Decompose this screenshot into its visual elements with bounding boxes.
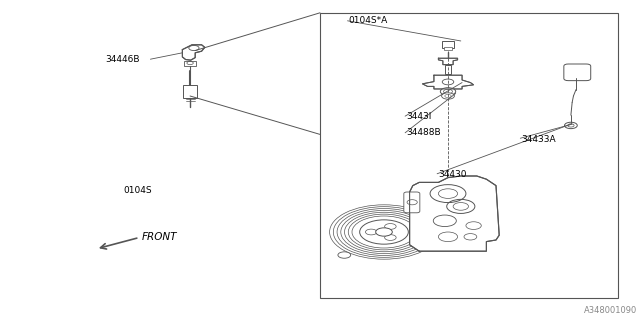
Circle shape — [445, 94, 451, 98]
Text: 34430: 34430 — [438, 170, 467, 179]
FancyBboxPatch shape — [183, 85, 197, 98]
Circle shape — [385, 235, 396, 240]
FancyBboxPatch shape — [564, 64, 591, 81]
Circle shape — [360, 220, 408, 244]
FancyBboxPatch shape — [184, 61, 196, 66]
Circle shape — [444, 89, 452, 94]
Bar — [320, 13, 618, 298]
Text: FRONT: FRONT — [142, 232, 177, 242]
Circle shape — [338, 252, 351, 258]
Text: A348001090: A348001090 — [584, 306, 637, 315]
Circle shape — [376, 228, 392, 236]
Circle shape — [564, 122, 577, 129]
Circle shape — [365, 229, 377, 235]
Text: 0104S*A: 0104S*A — [349, 16, 388, 25]
Circle shape — [568, 124, 574, 127]
Polygon shape — [438, 58, 458, 65]
Text: 34446B: 34446B — [106, 55, 140, 64]
FancyBboxPatch shape — [445, 65, 451, 74]
Text: 3443I: 3443I — [406, 112, 432, 121]
Circle shape — [442, 93, 454, 99]
FancyBboxPatch shape — [442, 41, 454, 48]
Polygon shape — [422, 75, 474, 89]
Text: 34433A: 34433A — [522, 135, 556, 144]
Circle shape — [189, 45, 199, 51]
Text: 0104S: 0104S — [124, 186, 152, 195]
Polygon shape — [182, 45, 205, 60]
FancyBboxPatch shape — [404, 192, 420, 213]
Circle shape — [440, 88, 456, 95]
Circle shape — [385, 224, 396, 229]
Polygon shape — [410, 176, 499, 251]
FancyBboxPatch shape — [444, 47, 452, 50]
Text: 34488B: 34488B — [406, 128, 441, 137]
